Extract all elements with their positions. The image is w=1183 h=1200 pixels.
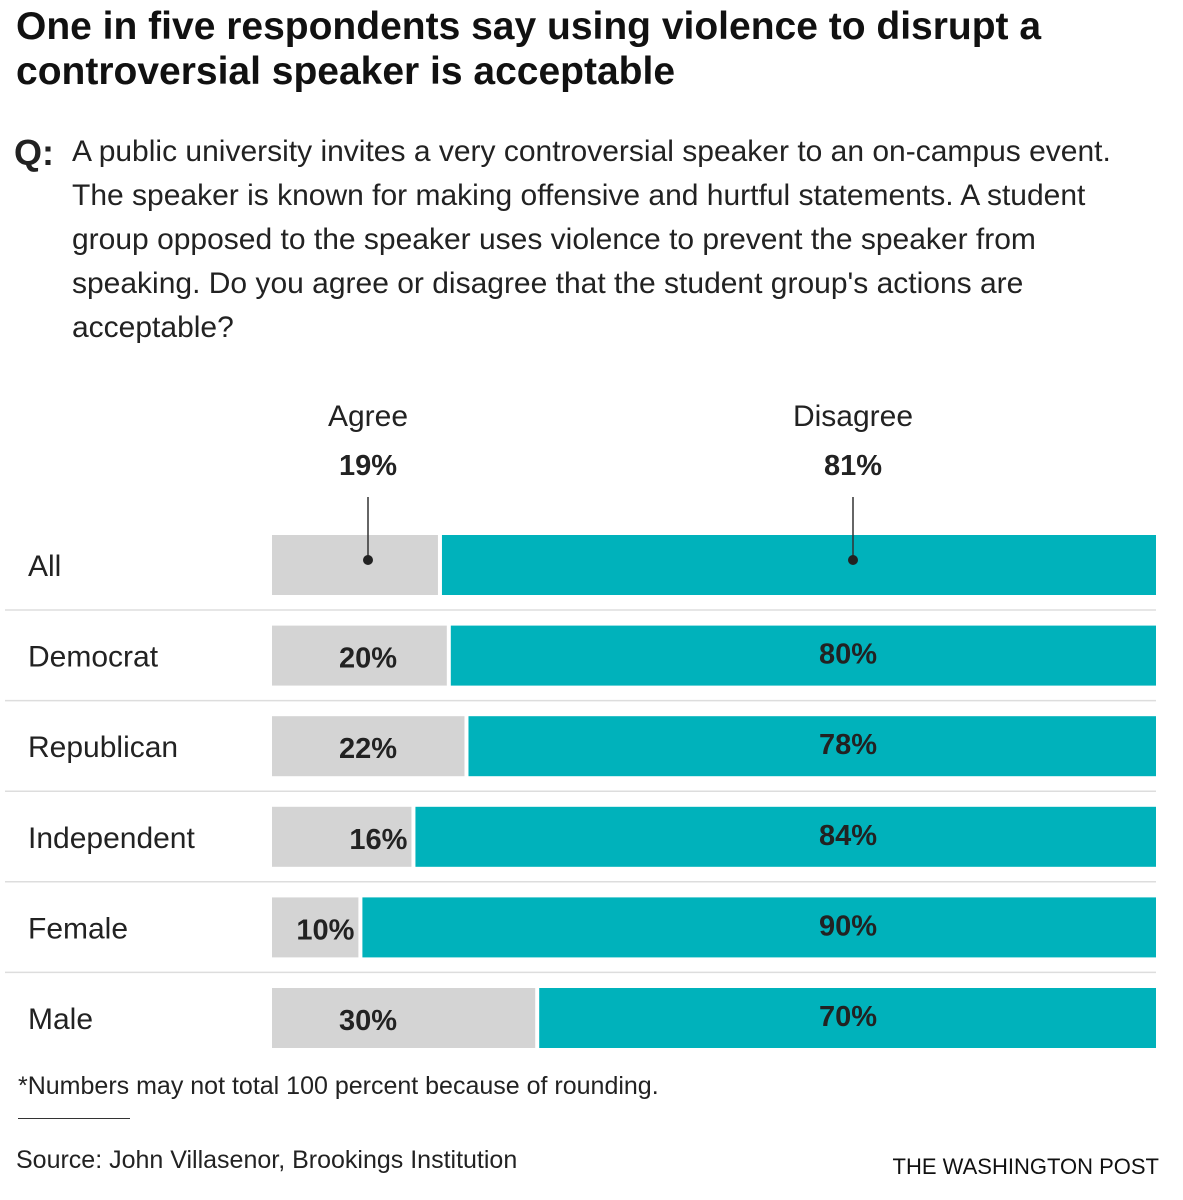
brand-credit: THE WASHINGTON POST [892, 1154, 1159, 1179]
disagree-value-label: 84% [819, 820, 877, 852]
legend-disagree-all-value: 81% [823, 450, 883, 482]
bar-agree [272, 535, 438, 595]
agree-value-label: 20% [339, 643, 397, 675]
category-label: All [28, 550, 61, 583]
disagree-value-label: 80% [819, 639, 877, 671]
bar-disagree [362, 897, 1156, 958]
bar-disagree [415, 806, 1156, 867]
stacked-bar-chart: All Democrat 20% 80% Republican 22% 78% Indepen… [5, 497, 1157, 1048]
chart-title: One in five respondents say using violen… [16, 5, 1042, 93]
bar-agree [272, 716, 465, 777]
bar-disagree [450, 625, 1156, 686]
bar-agree [272, 806, 412, 867]
bar-agree [272, 625, 447, 686]
category-label: Independent [28, 822, 195, 855]
legend-agree: Agree [327, 400, 409, 433]
bar-agree [272, 988, 536, 1048]
footnote: *Numbers may not total 100 percent becau… [18, 1072, 659, 1100]
disagree-value-label: 78% [819, 729, 877, 761]
bar-disagree [539, 988, 1156, 1048]
agree-value-label: 16% [349, 824, 407, 856]
bar-disagree [468, 716, 1157, 777]
legend-disagree: Disagree [792, 400, 914, 433]
divider [18, 1118, 130, 1119]
category-label: Democrat [28, 641, 159, 674]
category-label: Male [28, 1003, 93, 1036]
bar-agree [272, 897, 359, 958]
category-label: Republican [28, 731, 178, 764]
agree-leader-dot [363, 555, 373, 565]
source: Source: John Villasenor, Brookings Insti… [16, 1146, 518, 1174]
legend-agree-all-value: 19% [338, 450, 398, 482]
agree-value-label: 22% [339, 733, 397, 765]
bar-disagree [441, 535, 1157, 595]
category-label: Female [28, 912, 128, 945]
agree-value-label: 10% [296, 914, 354, 946]
survey-question: A public university invites a very contr… [72, 135, 1111, 344]
question-marker: Q: [14, 132, 54, 173]
disagree-value-label: 90% [819, 910, 877, 942]
disagree-leader-dot [848, 555, 858, 565]
disagree-value-label: 70% [819, 1001, 877, 1033]
agree-value-label: 30% [339, 1005, 397, 1037]
